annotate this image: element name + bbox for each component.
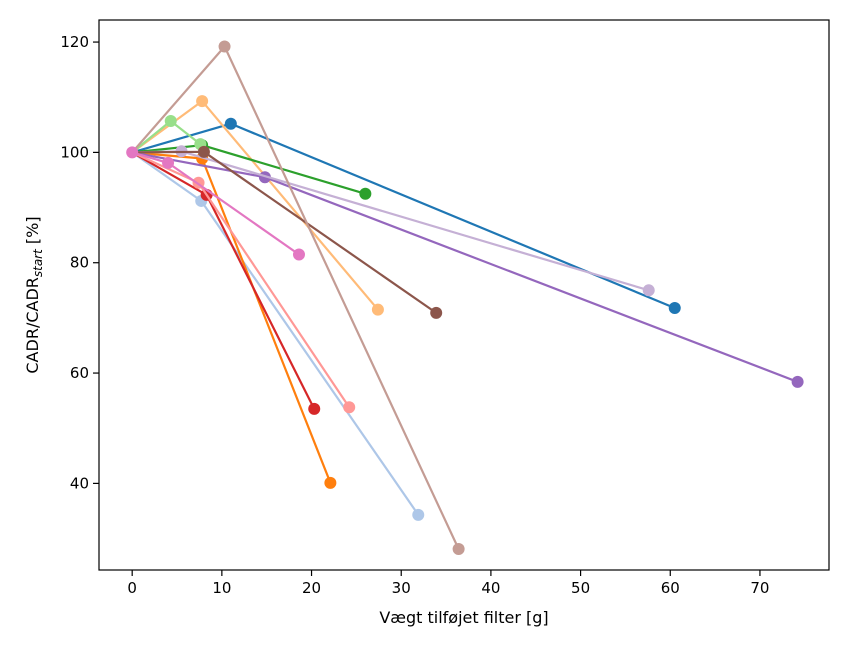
- series-light-green: [131, 114, 207, 154]
- y-axis-label-main: CADR/CADR: [23, 277, 42, 374]
- data-point: [324, 476, 337, 489]
- y-axis-label-subscript: start: [31, 248, 45, 277]
- series-layer: [126, 40, 804, 556]
- data-point: [371, 303, 384, 316]
- data-point: [224, 117, 237, 130]
- y-axis-label-suffix: [%]: [23, 216, 42, 249]
- x-tick-label: 0: [127, 579, 137, 597]
- y-axis-label: CADR/CADRstart [%]: [23, 216, 45, 373]
- x-tick-label: 30: [392, 579, 411, 597]
- data-point: [642, 284, 655, 297]
- y-tick-label: 60: [70, 364, 89, 382]
- data-point: [343, 401, 356, 414]
- data-point: [218, 40, 231, 53]
- x-tick-label: 60: [661, 579, 680, 597]
- y-tick-label: 80: [70, 254, 89, 272]
- x-tick-label: 70: [750, 579, 769, 597]
- data-point: [308, 402, 321, 415]
- y-tick-label: 120: [60, 33, 89, 51]
- data-point: [668, 301, 681, 314]
- series-light-brown: [131, 40, 465, 556]
- y-tick-label: 40: [70, 474, 89, 492]
- series-blue: [131, 117, 681, 314]
- x-axis: 0 10 20 30 40 50 60 70: [127, 570, 769, 597]
- series-brown: [132, 145, 443, 319]
- x-axis-label: Vægt tilføjet filter [g]: [379, 608, 548, 627]
- data-point: [162, 156, 175, 169]
- y-axis: 40 60 80 100 120: [60, 33, 99, 492]
- start-point: [126, 146, 139, 159]
- x-tick-label: 10: [212, 579, 231, 597]
- data-point: [164, 114, 177, 127]
- x-tick-label: 40: [481, 579, 500, 597]
- series-light-orange: [131, 95, 384, 316]
- series-pink: [131, 151, 305, 261]
- data-point: [292, 248, 305, 261]
- data-point: [430, 306, 443, 319]
- data-point: [197, 145, 210, 158]
- plot-frame: [98, 19, 830, 571]
- data-point: [452, 543, 465, 556]
- data-point: [196, 95, 209, 108]
- x-tick-label: 50: [571, 579, 590, 597]
- data-point: [412, 508, 425, 521]
- data-point: [359, 187, 372, 200]
- data-point: [791, 375, 804, 388]
- y-tick-label: 100: [60, 143, 89, 161]
- x-tick-label: 20: [302, 579, 321, 597]
